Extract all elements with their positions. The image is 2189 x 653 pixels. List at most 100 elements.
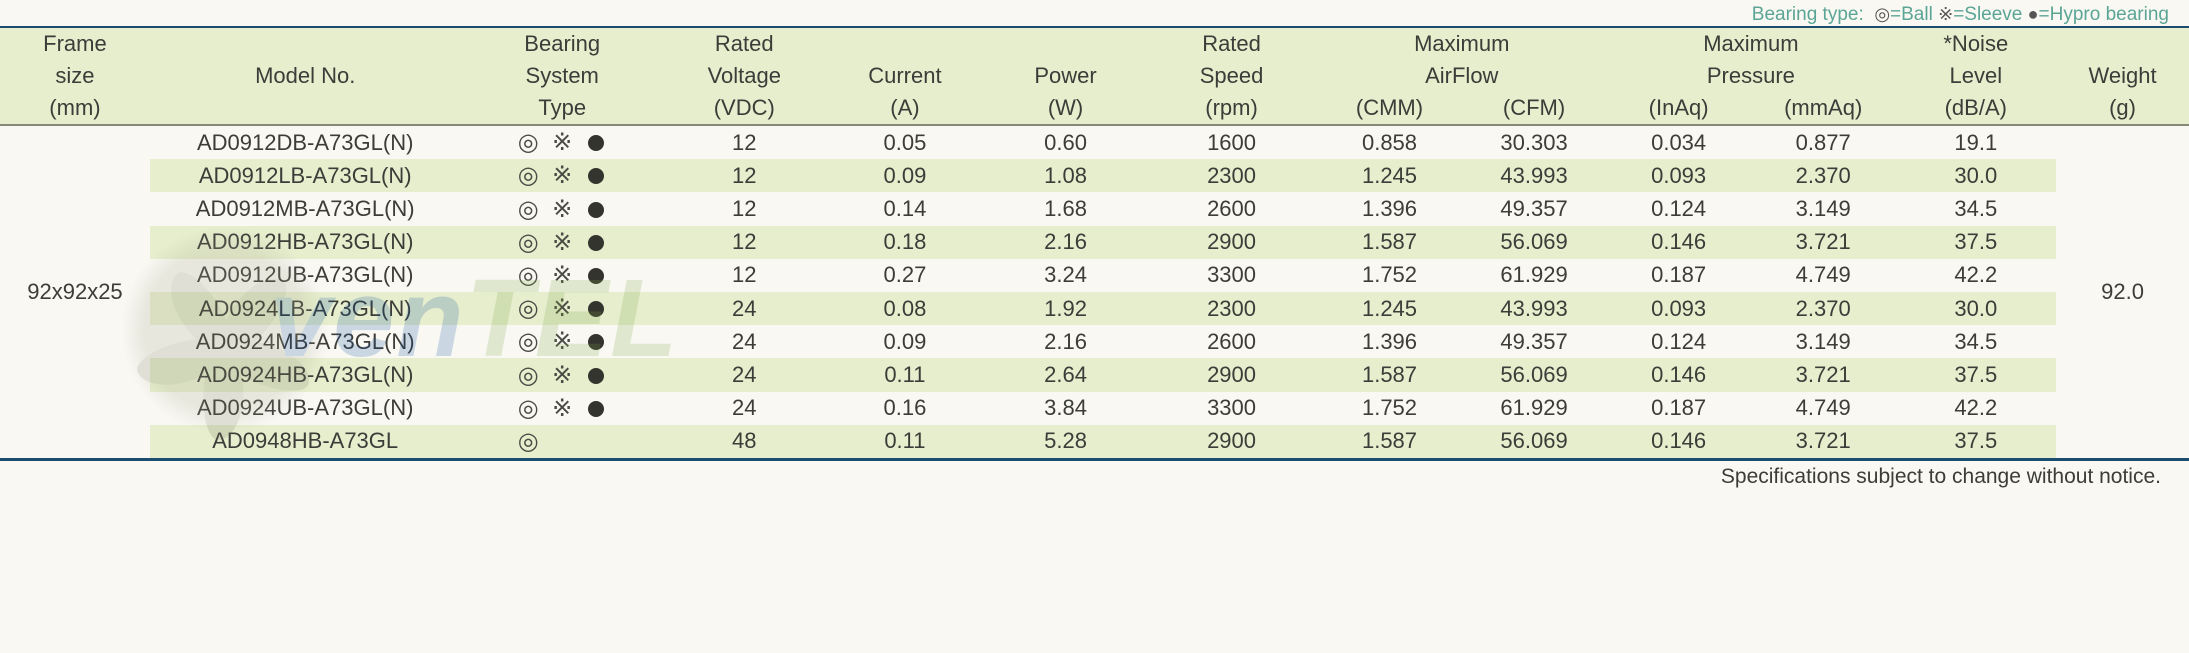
hdr-power-l1: Power [985,60,1146,92]
cell-bearing: ◎ [460,425,663,458]
sleeve-icon: ※ [545,326,579,358]
hdr-frame-l2: size [0,60,150,92]
hdr-pressure-l1: Maximum [1606,28,1895,60]
table-row: AD0912HB-A73GL(N)◎※120.182.1629001.58756… [0,226,2189,259]
cell-cmm: 1.396 [1317,192,1462,225]
cell-mmaq: 0.877 [1751,125,1896,159]
hypro-icon [588,334,604,350]
hypro-icon [588,368,604,384]
cell-w: 2.16 [985,226,1146,259]
hdr-power: Power (W) [985,28,1146,125]
cell-bearing: ◎※ [460,392,663,425]
hdr-noise-l2: Level [1895,60,2056,92]
cell-cfm: 49.357 [1462,192,1607,225]
sleeve-text: =Sleeve [1953,4,2022,25]
cell-cfm: 30.303 [1462,125,1607,159]
cell-a: 0.11 [825,358,986,391]
cell-model: AD0948HB-A73GL [150,425,461,458]
table-row: 92x92x25AD0912DB-A73GL(N)◎※120.050.60160… [0,125,2189,159]
ball-icon: ◎ [511,260,545,292]
cell-model: AD0924MB-A73GL(N) [150,325,461,358]
hdr-bearing-l3: Type [460,92,663,124]
cell-a: 0.08 [825,292,986,325]
hdr-pressure: Maximum Pressure [1606,28,1895,92]
cell-cmm: 0.858 [1317,125,1462,159]
cell-db: 19.1 [1895,125,2056,159]
hypro-text: =Hypro bearing [2039,4,2169,25]
hypro-icon [588,135,604,151]
ball-icon: ◎ [511,360,545,392]
cell-bearing: ◎※ [460,358,663,391]
cell-rpm: 3300 [1146,392,1317,425]
cell-db: 30.0 [1895,292,2056,325]
cell-mmaq: 3.149 [1751,325,1896,358]
cell-w: 2.16 [985,325,1146,358]
cell-inaq: 0.187 [1606,392,1751,425]
cell-mmaq: 4.749 [1751,392,1896,425]
hdr-speed-l3: (rpm) [1146,92,1317,124]
sleeve-icon: ※ [545,293,579,325]
cell-db: 37.5 [1895,358,2056,391]
cell-rpm: 3300 [1146,259,1317,292]
ball-icon: ◎ [511,160,545,192]
cell-rpm: 2300 [1146,292,1317,325]
hypro-icon [588,202,604,218]
hdr-mmaq: (mmAq) [1751,92,1896,125]
hdr-noise-l3: (dB/A) [1895,92,2056,124]
hdr-power-l2: (W) [985,92,1146,124]
hdr-cfm: (CFM) [1462,92,1607,125]
hdr-bearing-l2: System [460,60,663,92]
cell-rpm: 2900 [1146,358,1317,391]
hdr-weight-l1: Weight [2056,60,2189,92]
table-row: AD0912UB-A73GL(N)◎※120.273.2433001.75261… [0,259,2189,292]
table-row: AD0924LB-A73GL(N)◎※240.081.9223001.24543… [0,292,2189,325]
cell-rpm: 2600 [1146,325,1317,358]
cell-cfm: 56.069 [1462,226,1607,259]
ball-icon: ◎ [511,393,545,425]
hdr-airflow-l2: AirFlow [1317,60,1606,92]
cell-cmm: 1.396 [1317,325,1462,358]
cell-mmaq: 3.721 [1751,425,1896,458]
cell-cmm: 1.245 [1317,159,1462,192]
cell-vdc: 24 [664,292,825,325]
hdr-voltage-l3: (VDC) [664,92,825,124]
cell-w: 1.92 [985,292,1146,325]
cell-mmaq: 4.749 [1751,259,1896,292]
table-header: Frame size (mm) Model No. Bearing System… [0,28,2189,125]
cell-db: 37.5 [1895,226,2056,259]
hdr-inaq: (InAq) [1606,92,1751,125]
cell-mmaq: 2.370 [1751,159,1896,192]
cell-rpm: 2900 [1146,226,1317,259]
sleeve-icon: ※ [1938,4,1953,24]
hdr-frame-l3: (mm) [0,92,150,124]
hdr-noise: *Noise Level (dB/A) [1895,28,2056,125]
cell-db: 30.0 [1895,159,2056,192]
cell-w: 3.84 [985,392,1146,425]
cell-bearing: ◎※ [460,192,663,225]
cell-inaq: 0.124 [1606,192,1751,225]
cell-bearing: ◎※ [460,226,663,259]
sleeve-icon: ※ [545,360,579,392]
cell-db: 37.5 [1895,425,2056,458]
hdr-pressure-l2: Pressure [1606,60,1895,92]
hdr-bearing: Bearing System Type [460,28,663,125]
cell-a: 0.18 [825,226,986,259]
cell-w: 5.28 [985,425,1146,458]
cell-vdc: 12 [664,226,825,259]
sleeve-icon: ※ [545,393,579,425]
table-row: AD0912LB-A73GL(N)◎※120.091.0823001.24543… [0,159,2189,192]
hdr-speed-l2: Speed [1146,60,1317,92]
hdr-model: Model No. [150,28,461,125]
cell-vdc: 12 [664,159,825,192]
hdr-voltage-l1: Rated [664,28,825,60]
cell-w: 0.60 [985,125,1146,159]
cell-vdc: 24 [664,358,825,391]
cell-inaq: 0.187 [1606,259,1751,292]
cell-a: 0.05 [825,125,986,159]
hdr-current-l2: (A) [825,92,986,124]
table-row: AD0948HB-A73GL◎480.115.2829001.58756.069… [0,425,2189,458]
sleeve-icon: ※ [545,194,579,226]
cell-cfm: 43.993 [1462,159,1607,192]
hdr-weight-l2: (g) [2056,92,2189,124]
cell-w: 3.24 [985,259,1146,292]
